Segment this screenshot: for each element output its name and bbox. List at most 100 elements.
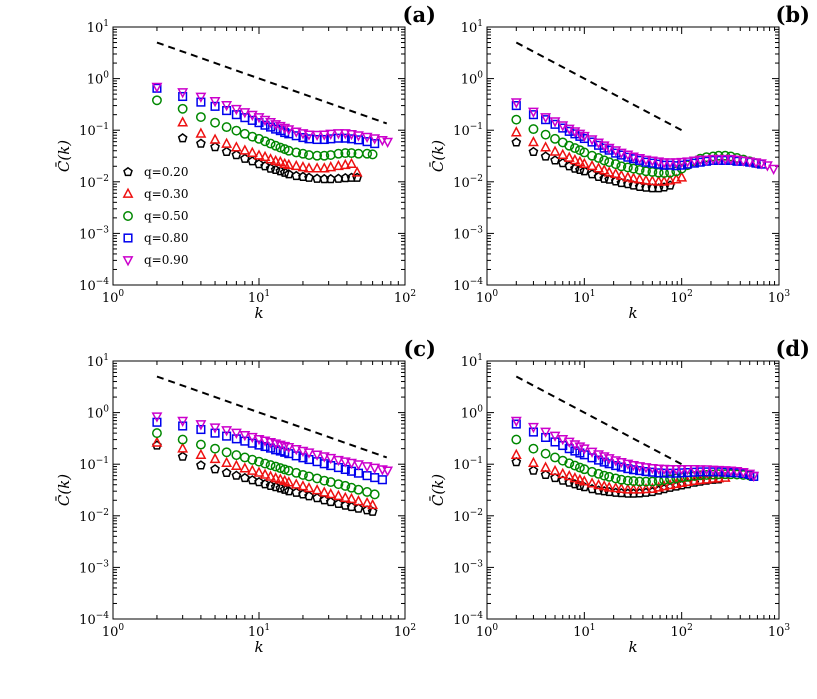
data-point — [549, 431, 561, 442]
data-point — [611, 461, 621, 471]
data-point — [647, 476, 658, 487]
data-point — [541, 115, 551, 125]
data-point — [694, 155, 706, 166]
data-point — [634, 164, 645, 175]
data-point — [290, 444, 302, 456]
data-point — [247, 475, 258, 485]
data-point — [339, 457, 351, 468]
data-point — [598, 480, 610, 491]
data-point — [369, 134, 381, 145]
data-point — [353, 135, 364, 145]
data-point — [260, 458, 270, 469]
data-point — [298, 469, 308, 480]
data-point — [210, 117, 220, 128]
data-point — [298, 489, 308, 499]
x-tick-label: 101 — [248, 289, 270, 306]
data-point — [569, 472, 581, 483]
data-point — [574, 155, 586, 167]
data-point — [318, 162, 330, 173]
data-point — [670, 158, 682, 169]
data-point — [319, 150, 330, 161]
legend: q=0.20 q=0.30 q=0.50 q=0.80 q=0.90 — [122, 165, 188, 267]
x-tick-label: 101 — [573, 289, 595, 306]
data-point — [603, 166, 615, 177]
data-point — [640, 174, 652, 185]
data-point — [587, 453, 597, 463]
legend-label: q=0.50 — [144, 209, 188, 223]
data-point — [298, 133, 308, 143]
data-point — [230, 141, 242, 152]
y-tick-label: 10−4 — [453, 277, 483, 294]
data-point — [297, 129, 309, 140]
data-point — [510, 416, 522, 427]
data-point — [177, 416, 189, 427]
data-point — [340, 133, 350, 143]
data-point — [304, 172, 314, 182]
data-point — [634, 483, 646, 494]
data-point — [246, 110, 258, 122]
data-point — [701, 467, 712, 477]
series-q=0.90 — [510, 98, 780, 176]
data-point — [270, 461, 281, 472]
data-point — [231, 470, 242, 480]
data-point — [634, 173, 646, 184]
data-point — [540, 113, 552, 124]
data-point — [646, 156, 658, 167]
data-point — [640, 463, 652, 474]
x-tick-label: 102 — [671, 623, 693, 640]
data-point — [664, 174, 676, 185]
data-point — [676, 476, 688, 488]
y-tick-label: 10−2 — [79, 174, 109, 191]
data-point — [304, 491, 314, 501]
data-point — [677, 468, 687, 478]
data-point — [221, 426, 233, 437]
data-point — [353, 503, 364, 513]
panel-label: (b) — [775, 2, 810, 27]
data-point — [511, 114, 522, 125]
data-point — [298, 148, 308, 159]
data-point — [701, 155, 712, 166]
data-point — [290, 478, 302, 489]
panel-label: (a) — [403, 2, 436, 27]
data-point — [682, 465, 694, 476]
data-point — [610, 481, 622, 493]
data-point — [382, 137, 394, 149]
x-tick-label: 102 — [394, 623, 416, 640]
data-point — [260, 120, 270, 130]
data-point — [271, 445, 281, 455]
plot-frame — [112, 360, 406, 620]
data-point — [210, 428, 220, 438]
data-point — [254, 118, 264, 128]
data-point — [647, 467, 657, 477]
data-point — [593, 478, 605, 490]
data-point — [574, 129, 586, 140]
x-tick-label: 102 — [671, 289, 693, 306]
x-axis-label: k — [254, 304, 263, 322]
data-point — [265, 470, 277, 481]
data-point — [178, 91, 188, 102]
data-point — [339, 158, 351, 170]
data-point — [549, 145, 561, 156]
data-point — [195, 448, 207, 460]
legend-label: q=0.80 — [144, 231, 188, 245]
data-point — [304, 150, 314, 160]
data-point — [311, 162, 323, 173]
data-point — [647, 167, 658, 177]
y-tick-label: 100 — [87, 405, 110, 422]
data-point — [701, 465, 712, 476]
data-point — [622, 483, 634, 494]
data-point — [279, 464, 290, 475]
data-point — [676, 157, 688, 169]
legend-marker — [122, 256, 134, 267]
data-point — [527, 136, 539, 147]
data-point — [332, 129, 344, 140]
data-point — [346, 492, 357, 504]
series-q=0.30 — [151, 436, 379, 510]
y-axis-label: C̄(k) — [55, 140, 73, 172]
data-point — [511, 434, 522, 445]
data-point — [346, 148, 357, 159]
data-point — [259, 150, 271, 162]
data-point — [254, 159, 264, 169]
data-point — [586, 477, 598, 488]
data-point — [209, 133, 221, 144]
